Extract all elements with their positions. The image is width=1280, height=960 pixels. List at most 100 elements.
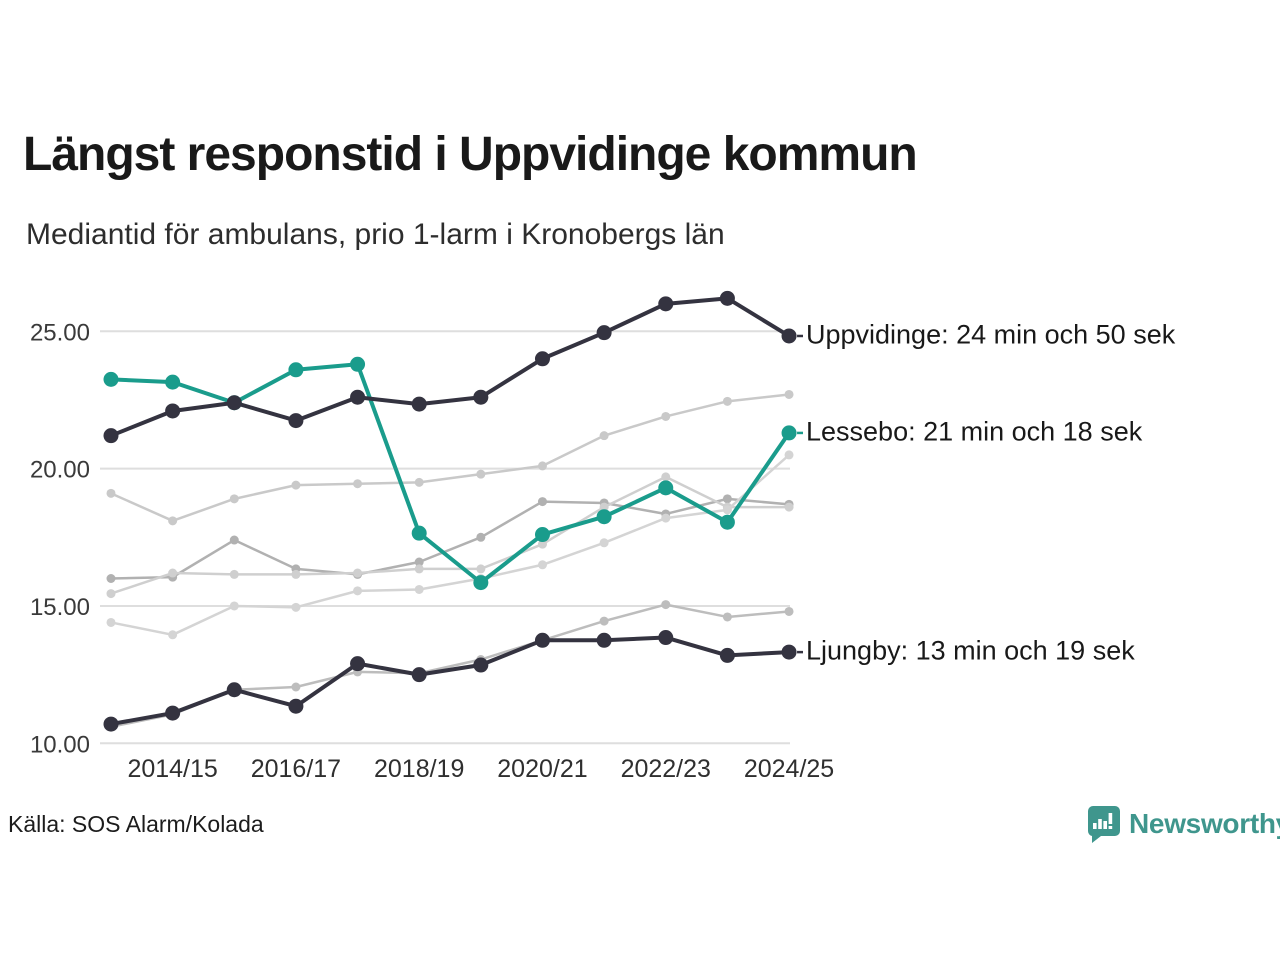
data-point-lessebo — [103, 371, 119, 387]
data-point-unlabeled-gray-3 — [784, 502, 794, 512]
data-point-lessebo — [781, 425, 797, 441]
data-point-ljungby — [103, 716, 119, 732]
data-point-lessebo — [165, 374, 181, 390]
data-point-unlabeled-gray-1 — [291, 480, 301, 490]
data-point-uppvidinge — [103, 428, 119, 444]
series-line-unlabeled-gray-4 — [110, 453, 790, 637]
data-point-unlabeled-gray-1 — [414, 477, 424, 487]
data-point-ljungby — [719, 647, 735, 663]
data-point-unlabeled-gray-5 — [599, 616, 609, 626]
series-line-ljungby — [110, 635, 790, 727]
data-point-ljungby — [658, 630, 674, 646]
data-point-unlabeled-gray-1 — [106, 488, 116, 498]
data-point-uppvidinge — [350, 389, 366, 405]
data-point-unlabeled-gray-3 — [353, 568, 363, 578]
data-point-ljungby — [226, 682, 242, 698]
data-point-unlabeled-gray-2 — [106, 574, 116, 584]
data-point-unlabeled-gray-4 — [414, 584, 424, 594]
data-point-uppvidinge — [719, 290, 735, 306]
series-label-ljungby: Ljungby: 13 min och 19 sek — [806, 635, 1135, 666]
data-point-unlabeled-gray-4 — [229, 601, 239, 611]
data-point-unlabeled-gray-1 — [599, 431, 609, 441]
data-point-unlabeled-gray-5 — [661, 600, 671, 610]
data-point-unlabeled-gray-4 — [291, 602, 301, 612]
data-point-uppvidinge — [226, 395, 242, 411]
x-axis-tick-label: 2016/17 — [251, 755, 341, 783]
data-point-ljungby — [411, 667, 427, 683]
data-point-unlabeled-gray-4 — [106, 617, 116, 627]
data-point-uppvidinge — [473, 389, 489, 405]
brand-logo: Newsworthy — [1086, 804, 1280, 844]
data-point-unlabeled-gray-2 — [722, 494, 732, 504]
data-point-unlabeled-gray-3 — [537, 539, 547, 549]
data-point-unlabeled-gray-5 — [722, 612, 732, 622]
y-axis-tick-label: 20.00 — [30, 457, 90, 484]
data-point-unlabeled-gray-1 — [353, 479, 363, 489]
source-note: Källa: SOS Alarm/Kolada — [8, 811, 264, 837]
x-axis-tick-label: 2014/15 — [127, 755, 217, 783]
data-point-unlabeled-gray-2 — [537, 497, 547, 507]
x-axis-tick-label: 2018/19 — [374, 755, 464, 783]
data-point-unlabeled-gray-1 — [722, 396, 732, 406]
x-axis-tick-label: 2024/25 — [744, 755, 834, 783]
data-point-ljungby — [781, 644, 797, 660]
series-line-unlabeled-gray-1 — [110, 393, 790, 523]
data-point-lessebo — [288, 362, 304, 378]
data-point-lessebo — [534, 527, 550, 543]
brand-wordmark: Newsworthy — [1129, 808, 1280, 839]
data-point-ljungby — [288, 698, 304, 714]
data-point-unlabeled-gray-2 — [476, 532, 486, 542]
data-point-uppvidinge — [781, 328, 797, 344]
data-point-unlabeled-gray-3 — [229, 569, 239, 579]
data-point-ljungby — [534, 632, 550, 648]
data-point-lessebo — [719, 514, 735, 530]
data-point-unlabeled-gray-1 — [229, 494, 239, 504]
data-point-unlabeled-gray-4 — [784, 450, 794, 460]
y-axis-tick-label: 10.00 — [30, 731, 90, 758]
data-point-unlabeled-gray-1 — [476, 469, 486, 479]
chart-title: Längst responstid i Uppvidinge kommun — [23, 128, 918, 181]
data-point-uppvidinge — [534, 351, 550, 367]
data-point-unlabeled-gray-3 — [168, 568, 178, 578]
data-point-unlabeled-gray-4 — [599, 538, 609, 548]
series-line-unlabeled-gray-3 — [110, 475, 790, 595]
data-point-unlabeled-gray-5 — [291, 682, 301, 692]
data-point-ljungby — [350, 656, 366, 672]
data-point-ljungby — [165, 705, 181, 721]
data-point-unlabeled-gray-1 — [661, 411, 671, 421]
series-line-unlabeled-gray-5 — [110, 603, 790, 729]
y-axis-tick-label: 15.00 — [30, 594, 90, 621]
data-point-unlabeled-gray-1 — [168, 516, 178, 526]
data-point-unlabeled-gray-1 — [537, 461, 547, 471]
x-axis-tick-label: 2020/21 — [497, 755, 587, 783]
x-axis-tick-label: 2022/23 — [621, 755, 711, 783]
data-point-unlabeled-gray-4 — [168, 630, 178, 640]
data-point-unlabeled-gray-1 — [784, 389, 794, 399]
data-point-unlabeled-gray-2 — [229, 535, 239, 545]
series-label-uppvidinge: Uppvidinge: 24 min och 50 sek — [806, 319, 1176, 350]
data-point-unlabeled-gray-3 — [291, 569, 301, 579]
data-point-uppvidinge — [411, 396, 427, 412]
data-point-unlabeled-gray-5 — [784, 606, 794, 616]
data-point-unlabeled-gray-2 — [414, 557, 424, 567]
data-point-lessebo — [350, 356, 366, 372]
chart-subtitle: Mediantid för ambulans, prio 1-larm i Kr… — [26, 218, 725, 251]
data-point-unlabeled-gray-3 — [476, 564, 486, 574]
data-point-lessebo — [596, 509, 612, 525]
data-point-unlabeled-gray-3 — [414, 564, 424, 574]
series-line-uppvidinge — [110, 296, 791, 438]
y-axis-tick-label: 25.00 — [30, 319, 90, 346]
data-point-unlabeled-gray-4 — [537, 560, 547, 570]
data-point-ljungby — [473, 657, 489, 673]
data-point-uppvidinge — [288, 413, 304, 429]
data-point-lessebo — [411, 525, 427, 541]
data-point-unlabeled-gray-4 — [353, 586, 363, 596]
data-point-uppvidinge — [658, 296, 674, 312]
data-point-unlabeled-gray-4 — [722, 505, 732, 515]
series-label-lessebo: Lessebo: 21 min och 18 sek — [806, 416, 1143, 447]
data-point-lessebo — [658, 480, 674, 496]
data-point-unlabeled-gray-3 — [599, 502, 609, 512]
data-point-unlabeled-gray-4 — [661, 513, 671, 523]
